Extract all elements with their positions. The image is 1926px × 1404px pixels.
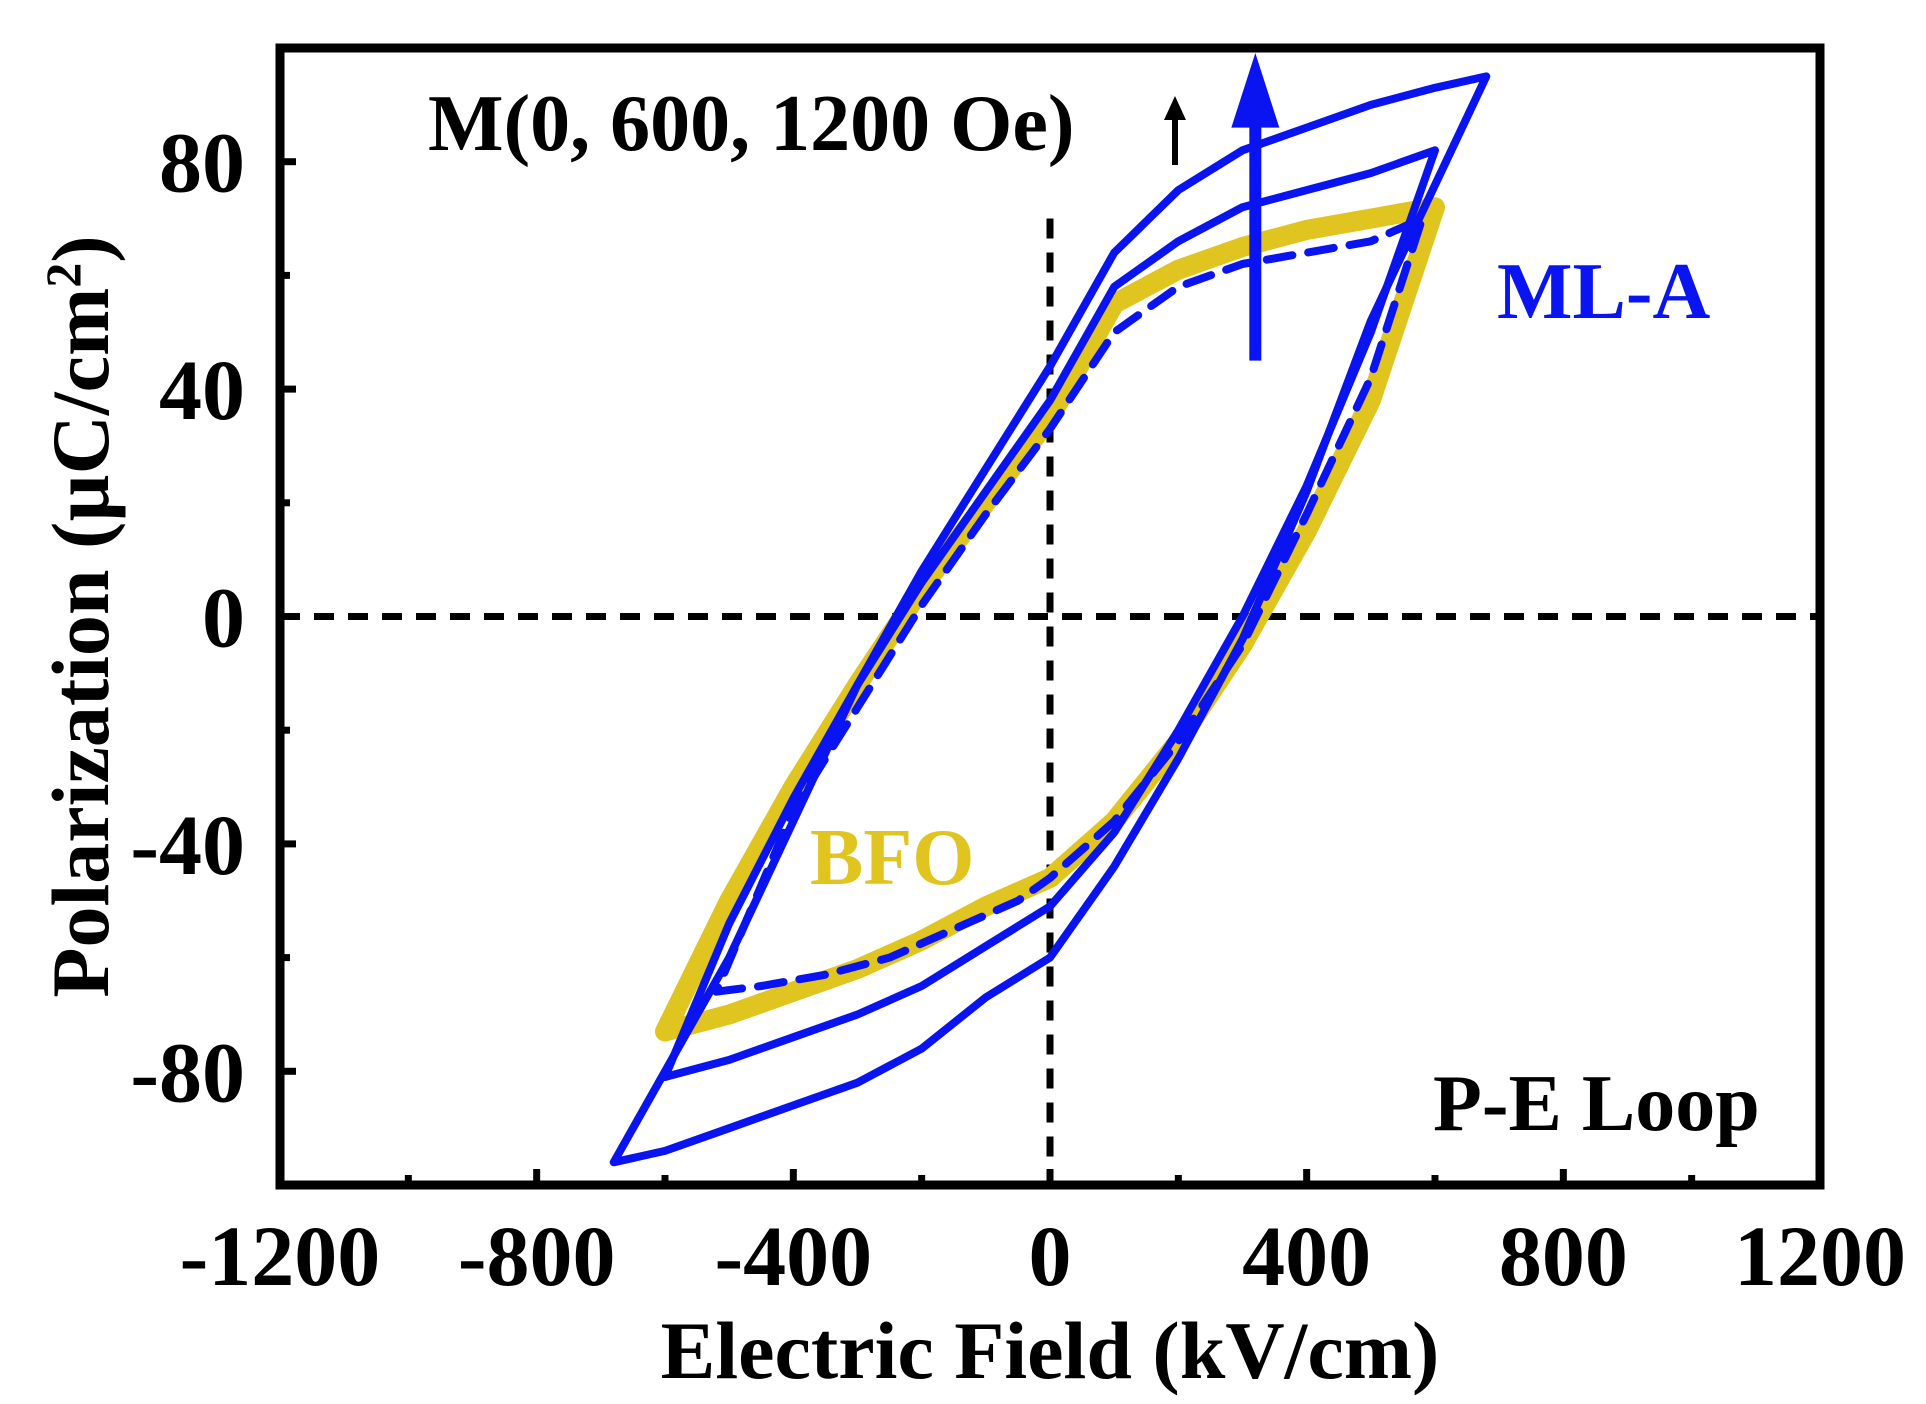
pe-loop-label: P-E Loop bbox=[1433, 1060, 1760, 1148]
y-tick-label: 0 bbox=[202, 570, 245, 666]
y-axis-title-close: ) bbox=[35, 235, 126, 262]
y-axis-title: Polarization (µC/cm2) bbox=[35, 235, 126, 997]
x-tick-label: 400 bbox=[1242, 1208, 1371, 1304]
y-axis-title-sup: 2 bbox=[35, 263, 91, 288]
series-line-3 bbox=[609, 72, 1491, 1167]
x-tick-label: -800 bbox=[458, 1208, 616, 1304]
x-tick-label: -1200 bbox=[180, 1208, 381, 1304]
tick-layer bbox=[276, 44, 1824, 1189]
series-line-2 bbox=[661, 146, 1439, 1081]
y-tick-label: -80 bbox=[130, 1024, 245, 1120]
small-up-arrow-icon bbox=[1164, 96, 1186, 165]
series-line-1 bbox=[712, 214, 1427, 996]
y-tick-label: 80 bbox=[159, 115, 245, 211]
y-tick-label: 40 bbox=[159, 342, 245, 438]
x-tick-label: -400 bbox=[715, 1208, 873, 1304]
bfo-label: BFO bbox=[810, 814, 974, 902]
field-annotation: M(0, 600, 1200 Oe) bbox=[428, 80, 1075, 168]
x-tick-label: 1200 bbox=[1734, 1208, 1906, 1304]
x-tick-label: 800 bbox=[1499, 1208, 1628, 1304]
x-axis-title: Electric Field (kV/cm) bbox=[661, 1305, 1440, 1396]
series-layer bbox=[609, 72, 1491, 1167]
x-tick-label: 0 bbox=[1029, 1208, 1072, 1304]
ml-a-label: ML-A bbox=[1497, 248, 1711, 336]
y-tick-label: -40 bbox=[130, 797, 245, 893]
large-up-arrow-icon bbox=[1231, 53, 1280, 361]
y-axis-title-main: Polarization (µC/cm bbox=[35, 288, 126, 998]
